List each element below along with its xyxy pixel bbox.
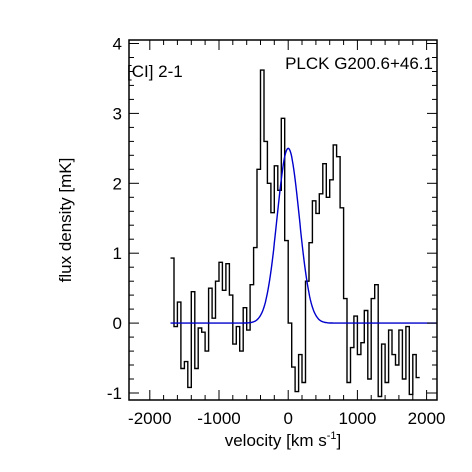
y-tick-label: 4	[113, 35, 122, 54]
series-histogram	[170, 69, 420, 398]
x-tick-label: -2000	[128, 409, 171, 428]
y-axis-title: flux density [mK]	[56, 158, 75, 283]
series-gaussian-fit	[170, 147, 437, 324]
x-axis-title-superscript: -1	[327, 430, 337, 442]
data-layer	[170, 69, 437, 398]
annotation-source: PLCK G200.6+46.1	[285, 54, 433, 73]
x-tick-label: 1000	[338, 409, 376, 428]
x-tick-label: 2000	[408, 409, 446, 428]
y-tick-label: 1	[113, 244, 122, 263]
y-tick-label: 3	[113, 104, 122, 123]
y-tick-label: 0	[113, 314, 122, 333]
x-tick-label: -1000	[197, 409, 240, 428]
plot-frame	[128, 39, 438, 401]
annotation-line: [CI] 2-1	[127, 62, 183, 81]
x-axis-title-main: velocity [km s	[225, 431, 327, 450]
x-tick-label: 0	[283, 409, 292, 428]
y-tick-label: -1	[107, 384, 122, 403]
x-axis-title-end: ]	[337, 431, 342, 450]
x-axis-title: velocity [km s-1]	[225, 430, 342, 450]
y-tick-label: 2	[113, 174, 122, 193]
tick-layer: -2000 -1000 0 1000 2000 -1 0 1 2 3 4	[107, 35, 446, 429]
